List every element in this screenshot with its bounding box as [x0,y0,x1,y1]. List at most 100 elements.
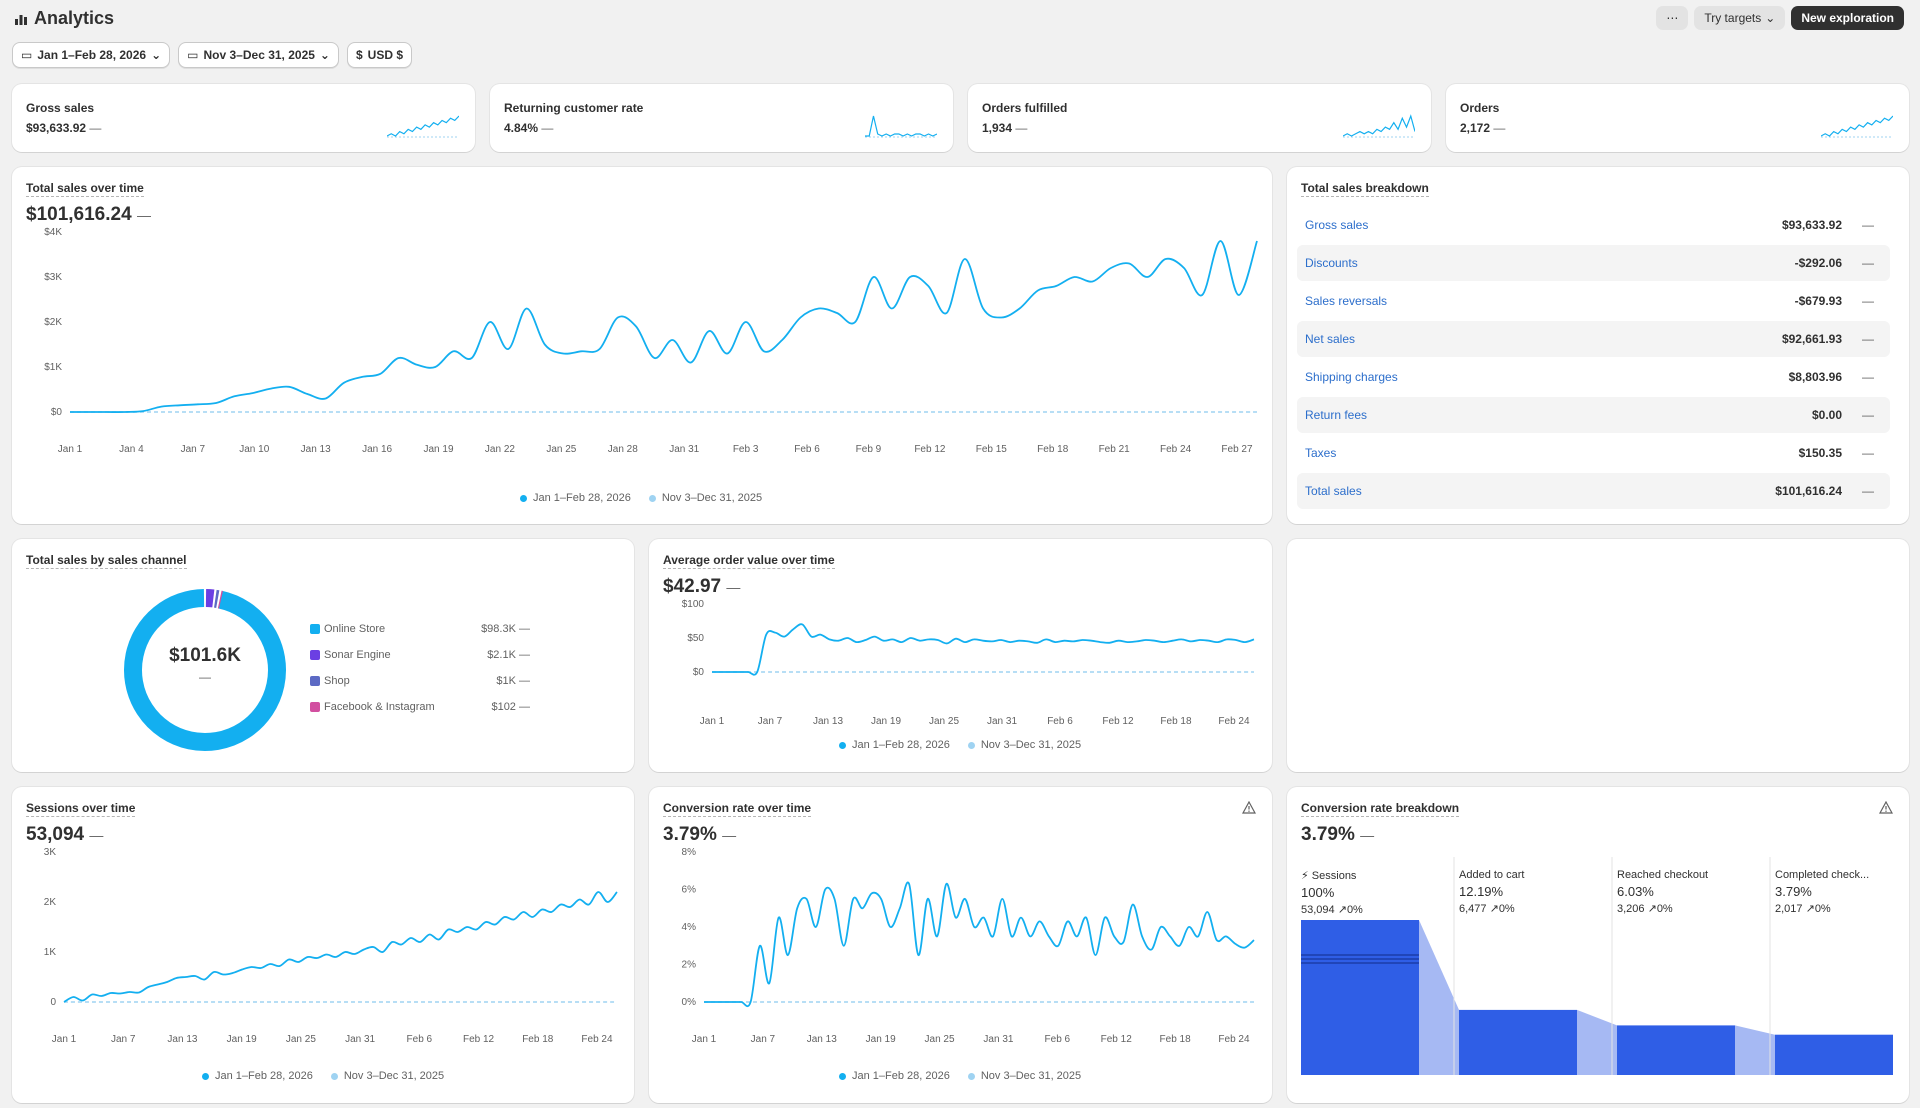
donut-center-change: — [199,670,211,684]
big-value-change: — [722,827,737,843]
y-tick-label: 8% [682,847,697,858]
legend-item-current[interactable]: Jan 1–Feb 28, 2026 [839,1070,950,1082]
legend-item-compare[interactable]: Nov 3–Dec 31, 2025 [967,1070,1081,1082]
funnel-step-pct: 6.03% [1617,884,1654,899]
kpi-sparkline [387,115,459,138]
legend-item-compare[interactable]: Nov 3–Dec 31, 2025 [330,1070,445,1082]
channel-legend-item[interactable]: Facebook & Instagram $102 — [310,697,530,717]
breakdown-label-link[interactable]: Gross sales [1305,218,1369,232]
compare-range-picker[interactable]: ▭ Nov 3–Dec 31, 2025 ⌄ [178,42,339,68]
y-tick-label: $100 [682,599,705,610]
y-tick-label: $4K [44,227,62,238]
x-tick-label: Jan 19 [227,1034,257,1045]
funnel-step: Completed check... 3.79% 2,017 ↗0% [1775,869,1869,915]
channel-change: — [519,675,530,687]
funnel-bar[interactable] [1301,920,1419,1075]
breakdown-change: — [1862,408,1874,422]
chevron-down-icon: ⌄ [319,48,330,62]
kpi-card-returning-customer-rate[interactable]: Returning customer rate 4.84% — [490,84,953,152]
big-value: $42.97 — [663,576,740,598]
funnel-bar[interactable] [1617,1025,1735,1075]
breakdown-change: — [1862,332,1874,346]
funnel-step: ⚡ Sessions 100% 53,094 ↗0% [1301,869,1363,916]
breakdown-value: $93,633.92 [1781,218,1842,232]
breakdown-label-link[interactable]: Shipping charges [1305,370,1398,384]
x-tick-label: Jan 31 [983,1034,1013,1045]
sparkline-line [1343,114,1415,137]
kpi-value-text: 1,934 [982,121,1013,135]
channel-legend-item[interactable]: Shop $1K — [310,671,530,691]
card-title[interactable]: Sessions over time [26,801,136,817]
channel-label: Sonar Engine [324,649,391,661]
card-title[interactable]: Average order value over time [663,553,835,569]
y-tick-label: 0% [682,997,697,1008]
legend-item-current[interactable]: Jan 1–Feb 28, 2026 [520,492,631,504]
swatch-icon [310,624,320,634]
sparkline-line [1821,115,1893,137]
funnel-step-pct: 100% [1301,885,1335,900]
legend-dot-icon [202,1072,209,1080]
breakdown-change: — [1862,256,1874,270]
breakdown-label-link[interactable]: Return fees [1305,408,1368,422]
breakdown-label-link[interactable]: Taxes [1305,446,1337,460]
legend-item-compare[interactable]: Nov 3–Dec 31, 2025 [648,492,762,504]
channel-legend-item[interactable]: Sonar Engine $2.1K — [310,645,530,665]
x-tick-label: Feb 12 [914,444,946,455]
big-value-text: 3.79% [1301,824,1355,845]
kpi-sparkline [1821,115,1893,138]
more-actions-button[interactable]: ⋯ [1656,6,1689,30]
card-title[interactable]: Conversion rate breakdown [1301,801,1460,817]
x-tick-label: Jan 25 [929,716,959,727]
channel-change: — [519,623,530,635]
kpi-card-gross-sales[interactable]: Gross sales $93,633.92 — [12,84,475,152]
funnel-bar[interactable] [1775,1034,1893,1075]
big-value: 53,094 — [26,824,103,846]
y-tick-label: $1K [44,362,62,373]
x-tick-label: Feb 27 [1221,444,1253,455]
breakdown-label-link[interactable]: Net sales [1305,332,1356,346]
breakdown-row: Discounts -$292.06 — [1297,245,1890,281]
x-tick-label: Jan 31 [345,1034,375,1045]
breakdown-label-link[interactable]: Total sales [1305,484,1362,498]
chart-legend: Jan 1–Feb 28, 2026 Nov 3–Dec 31, 2025 [839,739,1081,751]
sessions-chart: 0 1K 2K 3K Jan 1 Jan 7 Jan 13 Jan 19 Jan 25 Jan 3… [44,847,618,1045]
card-title[interactable]: Conversion rate over time [663,801,812,817]
warning-icon[interactable] [1242,801,1256,815]
card-title[interactable]: Total sales breakdown [1301,181,1429,197]
breakdown-label-link[interactable]: Sales reversals [1305,294,1388,308]
breakdown-change: — [1862,370,1874,384]
legend-item-current[interactable]: Jan 1–Feb 28, 2026 [839,739,950,751]
x-tick-label: Jan 31 [669,444,699,455]
warning-icon[interactable] [1879,801,1893,815]
card-title[interactable]: Total sales by sales channel [26,553,187,569]
funnel-step-count: 3,206 [1617,903,1645,915]
x-tick-label: Feb 12 [1101,1034,1133,1045]
channel-legend-item[interactable]: Online Store $98.3K — [310,619,530,639]
calendar-compare-icon: ▭ [187,48,199,62]
x-tick-label: Jan 10 [239,444,269,455]
funnel-bar[interactable] [1459,1009,1577,1075]
funnel-step-pct: 3.79% [1775,884,1812,899]
trend-icon: ↗ [1337,904,1347,916]
breakdown-label-link[interactable]: Discounts [1305,256,1358,270]
kpi-card-orders-fulfilled[interactable]: Orders fulfilled 1,934 — [968,84,1431,152]
big-value-change: — [89,827,104,843]
y-tick-label: 3K [44,847,57,858]
breakdown-row: Gross sales $93,633.92 — [1297,207,1890,243]
legend-label: Nov 3–Dec 31, 2025 [343,1070,445,1082]
try-targets-button[interactable]: Try targets ⌄ [1694,6,1786,30]
new-exploration-button[interactable]: New exploration [1791,6,1904,30]
legend-item-compare[interactable]: Nov 3–Dec 31, 2025 [967,739,1081,751]
funnel-step-delta: 0% [1656,903,1673,915]
x-tick-label: Jan 16 [362,444,392,455]
date-range-picker[interactable]: ▭ Jan 1–Feb 28, 2026 ⌄ [12,42,171,68]
card-title[interactable]: Total sales over time [26,181,144,197]
page-title: Analytics [14,8,114,29]
kpi-card-orders[interactable]: Orders 2,172 — [1446,84,1909,152]
channel-donut-chart [124,589,286,751]
x-tick-label: Jan 19 [424,444,454,455]
sparkline-line [387,115,459,137]
funnel-step: Added to cart 12.19% 6,477 ↗0% [1459,869,1524,915]
legend-item-current[interactable]: Jan 1–Feb 28, 2026 [202,1070,313,1082]
currency-picker[interactable]: $ USD $ [346,42,413,68]
